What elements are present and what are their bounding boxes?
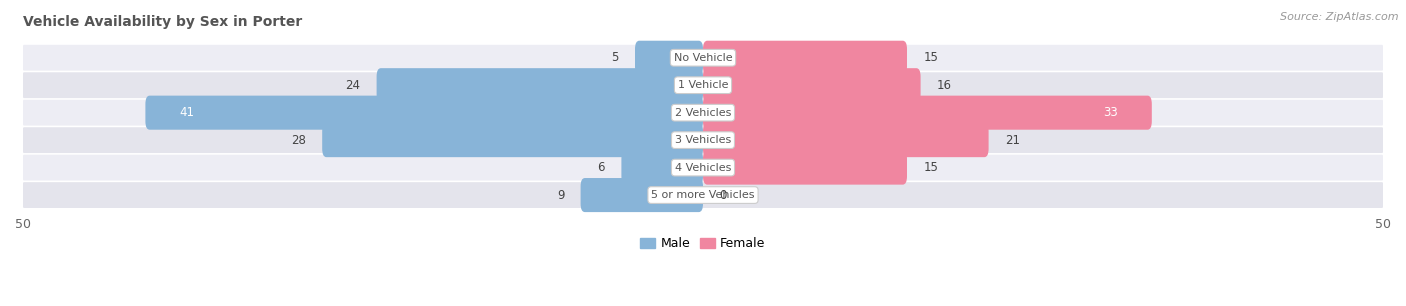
FancyBboxPatch shape <box>22 100 1384 125</box>
FancyBboxPatch shape <box>621 151 703 185</box>
Text: 4 Vehicles: 4 Vehicles <box>675 162 731 173</box>
FancyBboxPatch shape <box>322 123 703 157</box>
FancyBboxPatch shape <box>703 151 907 185</box>
Text: Source: ZipAtlas.com: Source: ZipAtlas.com <box>1281 12 1399 22</box>
Text: 3 Vehicles: 3 Vehicles <box>675 135 731 145</box>
FancyBboxPatch shape <box>377 68 703 102</box>
Text: 5 or more Vehicles: 5 or more Vehicles <box>651 190 755 200</box>
Text: 24: 24 <box>346 79 360 92</box>
Text: Vehicle Availability by Sex in Porter: Vehicle Availability by Sex in Porter <box>22 15 302 29</box>
Text: 2 Vehicles: 2 Vehicles <box>675 108 731 118</box>
Text: 0: 0 <box>720 188 727 202</box>
FancyBboxPatch shape <box>703 96 1152 130</box>
FancyBboxPatch shape <box>703 68 921 102</box>
Text: 15: 15 <box>924 51 938 64</box>
Text: 16: 16 <box>936 79 952 92</box>
FancyBboxPatch shape <box>22 155 1384 181</box>
Text: No Vehicle: No Vehicle <box>673 53 733 63</box>
Text: 15: 15 <box>924 161 938 174</box>
Text: 41: 41 <box>180 106 194 119</box>
Text: 5: 5 <box>612 51 619 64</box>
FancyBboxPatch shape <box>22 72 1384 98</box>
FancyBboxPatch shape <box>145 96 703 130</box>
FancyBboxPatch shape <box>636 41 703 75</box>
FancyBboxPatch shape <box>22 127 1384 153</box>
Text: 9: 9 <box>557 188 564 202</box>
Text: 6: 6 <box>598 161 605 174</box>
FancyBboxPatch shape <box>22 182 1384 208</box>
Text: 33: 33 <box>1104 106 1118 119</box>
FancyBboxPatch shape <box>703 41 907 75</box>
FancyBboxPatch shape <box>581 178 703 212</box>
Text: 1 Vehicle: 1 Vehicle <box>678 80 728 90</box>
Text: 21: 21 <box>1005 134 1019 147</box>
FancyBboxPatch shape <box>22 45 1384 71</box>
Text: 28: 28 <box>291 134 307 147</box>
FancyBboxPatch shape <box>703 123 988 157</box>
Legend: Male, Female: Male, Female <box>636 232 770 255</box>
